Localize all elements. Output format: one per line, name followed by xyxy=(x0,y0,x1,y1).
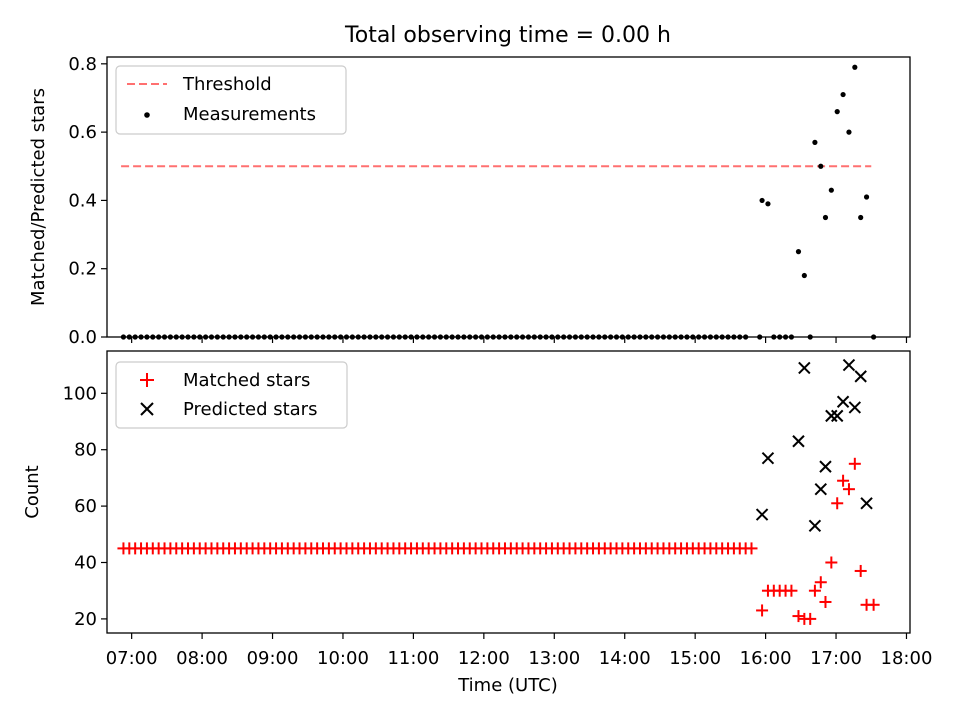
top-legend-box xyxy=(115,65,347,135)
matched-star-point xyxy=(808,584,821,597)
predicted-star-point xyxy=(792,435,805,448)
top-axes-frame xyxy=(106,56,911,338)
matched-star-point xyxy=(792,610,805,623)
bottom-xtick-label: 18:00 xyxy=(881,648,933,669)
bottom-xtick-label: 11:00 xyxy=(387,648,439,669)
predicted-star-point xyxy=(798,361,811,375)
measurement-point xyxy=(759,197,765,204)
matched-star-point xyxy=(854,564,867,577)
predicted-star-point xyxy=(825,409,838,423)
bottom-y-axis-label: Count xyxy=(22,465,43,518)
bottom-legend: Matched stars Predicted stars xyxy=(115,361,348,429)
predicted-star-point xyxy=(831,409,844,423)
matched-star-point xyxy=(814,576,827,589)
top-y-axis-label: Matched/Predicted stars xyxy=(28,88,49,306)
bottom-ytick-label: 80 xyxy=(74,440,97,461)
matched-star-point xyxy=(848,457,861,470)
bottom-xtick-label: 15:00 xyxy=(669,648,721,669)
ratio-panel: Matched/Predicted stars 0.00.20.40.60.8 … xyxy=(28,54,911,348)
matched-star-point xyxy=(819,595,832,608)
top-legend: Threshold Measurements xyxy=(115,65,347,135)
count-panel: Count 20 40 60 80 100 07:00 08:00 09:00 10:00 11… xyxy=(22,350,933,669)
predicted-star-point xyxy=(848,401,862,414)
bottom-y-ticks: 20 40 60 80 100 xyxy=(63,383,107,630)
matched-star-point xyxy=(837,474,850,487)
matched-star-point xyxy=(867,598,880,611)
bottom-xtick-label: 14:00 xyxy=(599,648,651,669)
matched-star-point xyxy=(831,497,844,510)
measurement-point xyxy=(822,214,829,221)
measurements-legend-label: Measurements xyxy=(183,104,316,125)
measurement-point xyxy=(852,64,858,70)
predicted-star-point xyxy=(854,370,867,383)
chart-title: Total observing time = 0.00 h xyxy=(344,23,671,48)
top-ytick-label: 0.0 xyxy=(68,327,97,348)
predicted-star-point xyxy=(808,519,822,533)
predicted-star-point xyxy=(819,460,832,473)
bottom-ytick-label: 20 xyxy=(74,609,97,630)
top-ytick-label: 0.6 xyxy=(68,122,97,143)
measurement-point xyxy=(795,249,802,255)
measurement-point xyxy=(765,201,771,207)
matched-star-point xyxy=(785,584,798,597)
measurement-point xyxy=(858,214,864,221)
bottom-x-ticks: 07:00 08:00 09:00 10:00 11:00 12:00 13:00 14:00… xyxy=(106,633,933,669)
predicted-star-point xyxy=(860,497,873,510)
measurements-legend-swatch xyxy=(144,112,150,118)
predicted-star-point xyxy=(755,508,769,521)
x-axis-label: Time (UTC) xyxy=(457,675,558,696)
bottom-ytick-label: 60 xyxy=(74,496,97,517)
measurement-point xyxy=(801,272,807,279)
top-ytick-label: 0.4 xyxy=(68,190,97,211)
measurement-point xyxy=(818,163,824,169)
matched-star-point xyxy=(804,612,817,625)
top-ytick-label: 0.8 xyxy=(68,54,97,75)
bottom-legend-box xyxy=(115,361,348,429)
measurement-point xyxy=(834,109,840,115)
predicted-legend-swatch xyxy=(140,402,154,416)
bottom-axes-frame xyxy=(106,350,911,634)
measurement-point xyxy=(863,194,870,200)
matched-star-point xyxy=(745,542,758,555)
bottom-xtick-label: 10:00 xyxy=(317,648,369,669)
bottom-ytick-label: 40 xyxy=(74,553,97,574)
bottom-xtick-label: 08:00 xyxy=(176,648,228,669)
bottom-xtick-label: 17:00 xyxy=(810,648,862,669)
bottom-xtick-label: 12:00 xyxy=(458,648,510,669)
measurement-point xyxy=(846,129,852,135)
matched-star-point xyxy=(825,556,838,569)
bottom-xtick-label: 07:00 xyxy=(106,648,158,669)
bottom-xtick-label: 13:00 xyxy=(528,648,580,669)
predicted-star-point xyxy=(814,482,827,496)
matched-legend-swatch xyxy=(140,373,154,387)
predicted-star-point xyxy=(836,395,850,408)
matched-star-point xyxy=(756,604,769,617)
top-ytick-label: 0.2 xyxy=(68,259,97,280)
predicted-star-point xyxy=(761,451,775,465)
bottom-xtick-label: 16:00 xyxy=(740,648,792,669)
matched-legend-label: Matched stars xyxy=(183,370,310,391)
threshold-legend-label: Threshold xyxy=(182,74,272,95)
matched-star-point xyxy=(842,483,855,496)
predicted-legend-label: Predicted stars xyxy=(183,399,317,420)
measurement-point xyxy=(840,91,846,98)
bottom-ytick-label: 100 xyxy=(63,383,97,404)
predicted-star-point xyxy=(842,358,856,372)
measurement-point xyxy=(828,187,834,193)
measurement-point xyxy=(812,139,818,145)
top-y-ticks: 0.0 0.2 0.4 0.6 0.8 xyxy=(68,54,107,348)
bottom-plot-area xyxy=(117,358,880,625)
bottom-xtick-label: 09:00 xyxy=(247,648,299,669)
